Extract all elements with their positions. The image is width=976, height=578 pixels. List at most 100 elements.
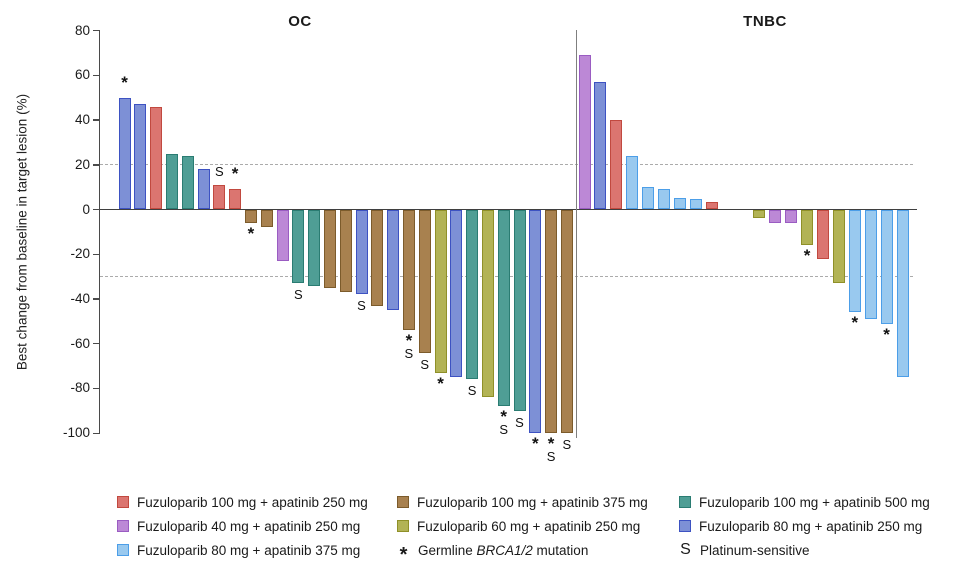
y-tick-label: 40	[74, 112, 90, 128]
bar-oc-24	[481, 210, 494, 398]
mutation-star-mark: *	[851, 313, 859, 333]
bar-oc-22	[450, 210, 463, 378]
y-axis-label: Best change from baseline in target lesi…	[14, 93, 30, 371]
y-axis-tick	[93, 387, 99, 390]
bar-tnbc-19	[896, 210, 909, 378]
mutation-star-mark: *	[531, 434, 539, 454]
panel-title-oc: OC	[288, 13, 312, 30]
legend-label: Fuzuloparib 80 mg + apatinib 250 mg	[699, 518, 923, 534]
y-tick-label: -20	[70, 246, 90, 262]
bar-oc-9	[244, 210, 257, 223]
bar-tnbc-7	[673, 198, 686, 209]
legend-item: Fuzuloparib 100 mg + apatinib 375 mg	[397, 494, 648, 510]
platinum-sensitive-mark: S	[420, 356, 430, 372]
legend-swatch-teal	[679, 496, 691, 508]
bar-tnbc-9	[705, 201, 718, 209]
legend-label: Fuzuloparib 100 mg + apatinib 375 mg	[417, 494, 648, 510]
platinum-sensitive-mark: S	[293, 287, 303, 303]
reference-line-20	[100, 163, 913, 165]
platinum-sensitive-mark: S	[499, 422, 509, 438]
y-tick-label: -40	[70, 290, 90, 306]
legend-label: Germline BRCA1/2 mutation	[418, 542, 589, 558]
legend-label: Fuzuloparib 80 mg + apatinib 375 mg	[137, 542, 361, 558]
legend-item: S Platinum-sensitive	[679, 541, 810, 558]
y-axis-tick	[93, 432, 99, 434]
bar-tnbc-1	[578, 55, 591, 209]
bar-tnbc-5	[642, 187, 655, 209]
bar-tnbc-8	[689, 199, 702, 209]
legend-swatch-yellow	[397, 520, 409, 532]
y-axis-tick	[93, 74, 99, 77]
bar-oc-16	[355, 210, 368, 295]
legend-item: Fuzuloparib 100 mg + apatinib 500 mg	[679, 494, 930, 510]
bar-oc-14	[323, 210, 336, 288]
y-axis-tick	[93, 29, 99, 32]
bar-tnbc-14	[817, 210, 829, 259]
y-tick-label: -80	[70, 380, 90, 396]
mutation-star-mark: *	[405, 331, 413, 351]
mutation-star-mark: *	[121, 72, 128, 92]
bar-tnbc-10	[753, 210, 766, 219]
y-axis-tick	[93, 119, 99, 121]
y-axis-tick	[93, 343, 99, 345]
legend-swatch-sky	[117, 544, 129, 556]
platinum-sensitive-mark: S	[404, 346, 414, 362]
legend-swatch-blue	[679, 520, 691, 532]
platinum-s-symbol: S	[680, 541, 691, 558]
platinum-sensitive-mark: S	[357, 298, 366, 314]
y-axis-tick	[93, 253, 99, 256]
bar-tnbc-6	[658, 189, 670, 209]
legend-item: Fuzuloparib 80 mg + apatinib 375 mg	[117, 542, 360, 558]
y-tick-label: 60	[74, 67, 90, 83]
y-axis-line	[98, 30, 101, 435]
panel-title-tnbc: TNBC	[743, 13, 787, 30]
platinum-sensitive-mark: S	[515, 414, 524, 430]
legend-item: Fuzuloparib 100 mg + apatinib 250 mg	[117, 494, 368, 510]
legend-label: Fuzuloparib 100 mg + apatinib 250 mg	[137, 494, 368, 510]
bar-tnbc-3	[610, 120, 623, 209]
bar-oc-1	[118, 97, 131, 209]
bar-tnbc-12	[785, 210, 798, 223]
bar-oc-18	[387, 210, 400, 311]
bar-oc-7	[213, 184, 226, 209]
bar-oc-15	[339, 210, 352, 293]
mutation-star-mark: *	[247, 223, 255, 243]
y-axis-tick	[93, 208, 99, 211]
bar-oc-11	[276, 210, 289, 261]
legend-item: Fuzuloparib 60 mg + apatinib 250 mg	[397, 518, 640, 534]
mutation-star-mark: *	[883, 324, 890, 344]
bar-oc-20	[418, 210, 431, 353]
bar-oc-4	[165, 153, 178, 209]
y-tick-label: 0	[82, 201, 90, 217]
legend-item: Fuzuloparib 80 mg + apatinib 250 mg	[679, 518, 922, 534]
mutation-star-mark: *	[437, 373, 444, 393]
legend-item: * Germline BRCA1/2 mutation	[397, 542, 589, 566]
legend-label: Fuzuloparib 60 mg + apatinib 250 mg	[417, 518, 641, 534]
y-tick-label: 80	[74, 22, 90, 38]
bar-oc-12	[292, 210, 305, 284]
legend-swatch-brown	[397, 496, 409, 508]
bar-oc-28	[545, 210, 558, 434]
platinum-sensitive-mark: S	[546, 449, 556, 465]
legend-swatch-purple	[117, 520, 129, 532]
zero-baseline	[100, 208, 917, 211]
bar-tnbc-13	[801, 210, 814, 246]
bar-tnbc-17	[864, 210, 877, 320]
bar-oc-25	[497, 210, 510, 407]
y-axis-tick	[93, 298, 99, 300]
legend-label: Platinum-sensitive	[700, 542, 810, 558]
bar-oc-17	[371, 210, 384, 306]
bar-oc-5	[181, 155, 194, 209]
bar-oc-27	[529, 210, 542, 434]
bar-oc-8	[229, 189, 242, 209]
platinum-sensitive-mark: S	[214, 163, 224, 179]
platinum-sensitive-mark: S	[562, 437, 572, 453]
y-axis-tick	[93, 164, 99, 166]
bar-tnbc-2	[594, 82, 607, 209]
mutation-star-mark: *	[803, 246, 811, 266]
bar-tnbc-16	[848, 210, 861, 313]
bar-oc-10	[260, 210, 273, 228]
bar-oc-26	[513, 210, 526, 411]
legend-label: Fuzuloparib 100 mg + apatinib 500 mg	[699, 494, 930, 510]
bar-tnbc-15	[832, 210, 845, 284]
